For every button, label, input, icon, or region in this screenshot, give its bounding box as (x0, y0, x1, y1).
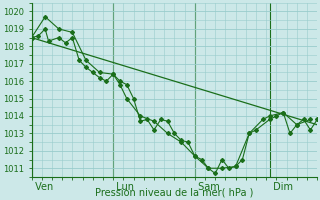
X-axis label: Pression niveau de la mer( hPa ): Pression niveau de la mer( hPa ) (95, 187, 253, 197)
Text: Ven: Ven (32, 182, 53, 192)
Text: Sam: Sam (195, 182, 220, 192)
Text: Lun: Lun (113, 182, 134, 192)
Text: Dim: Dim (270, 182, 292, 192)
